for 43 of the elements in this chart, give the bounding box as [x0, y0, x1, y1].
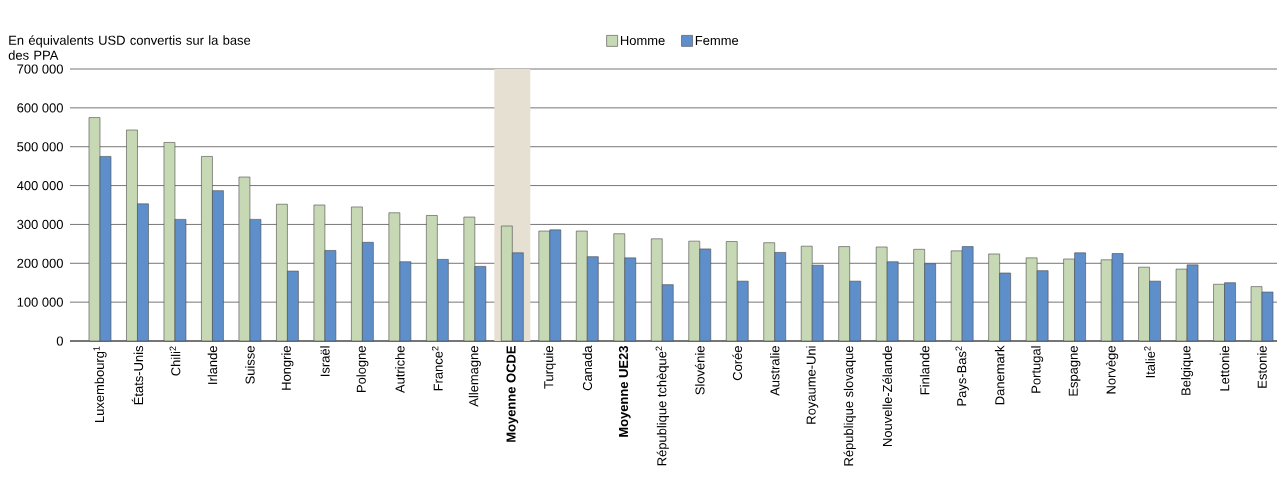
x-tick-label: Danemark	[994, 345, 1005, 405]
legend-label: Femme	[695, 35, 739, 45]
x-tick-label: Chili$^{2}$	[169, 346, 181, 376]
x-tick-label: Moyenne UE23	[618, 346, 631, 437]
y-axis-title: En équivalents USD convertis sur la base des PPA	[8, 35, 251, 60]
x-tick-label: Canada	[582, 345, 593, 391]
x-tick-label: Belgique	[1181, 346, 1194, 395]
x-tick-label: Luxembourg$^{1}$	[93, 346, 107, 422]
x-tick-label: Slovénie	[694, 346, 705, 395]
y-tick-label: 0	[56, 336, 63, 346]
x-tick-label: Allemagne	[468, 346, 481, 407]
x-tick-label: Irlande	[207, 346, 218, 384]
x-tick-label: Finlande	[919, 346, 930, 395]
x-tick-label: République slovaque	[843, 346, 856, 466]
x-tick-label: Italie$^{2}$	[1144, 346, 1155, 378]
y-tick-label: 100 000	[17, 297, 63, 307]
x-tick-label: Hongrie	[281, 346, 294, 390]
x-tick-label: Norvège	[1105, 346, 1119, 394]
x-tick-label: Israël	[320, 346, 330, 376]
x-tick-label: Australie	[769, 346, 780, 396]
x-tick-label: Corée	[732, 346, 743, 381]
x-tick-label: Estonie	[1257, 346, 1267, 388]
x-tick-label: République tchèque$^{2}$	[655, 346, 669, 466]
y-tick-label: 200 000	[17, 258, 63, 268]
y-tick-label: 600 000	[17, 103, 63, 113]
legend-label: Homme	[620, 35, 665, 45]
x-tick-label: Pays-Bas$^{2}$	[955, 346, 969, 406]
y-tick-label: 400 000	[16, 180, 63, 191]
x-tick-label: Lettonie	[1219, 346, 1230, 391]
x-tick-label: Pologne	[356, 346, 369, 392]
x-tick-label: États-Unis	[131, 345, 144, 405]
y-tick-label: 300 000	[17, 219, 63, 230]
x-tick-label: Turquie	[543, 346, 556, 389]
x-tick-label: Nouvelle-Zélande	[882, 346, 892, 446]
x-tick-label: Royaume-Uni	[806, 346, 819, 424]
y-tick-label: 500 000	[17, 142, 63, 152]
x-tick-label: Autriche	[395, 346, 405, 393]
x-tick-label: Moyenne OCDE	[506, 346, 519, 442]
x-tick-label: Espagne	[1068, 346, 1081, 396]
x-tick-label: Suisse	[245, 346, 255, 384]
y-tick-label: 700 000	[17, 64, 63, 74]
x-tick-label: France$^{2}$	[431, 346, 443, 391]
x-tick-label: Portugal	[1031, 346, 1044, 393]
